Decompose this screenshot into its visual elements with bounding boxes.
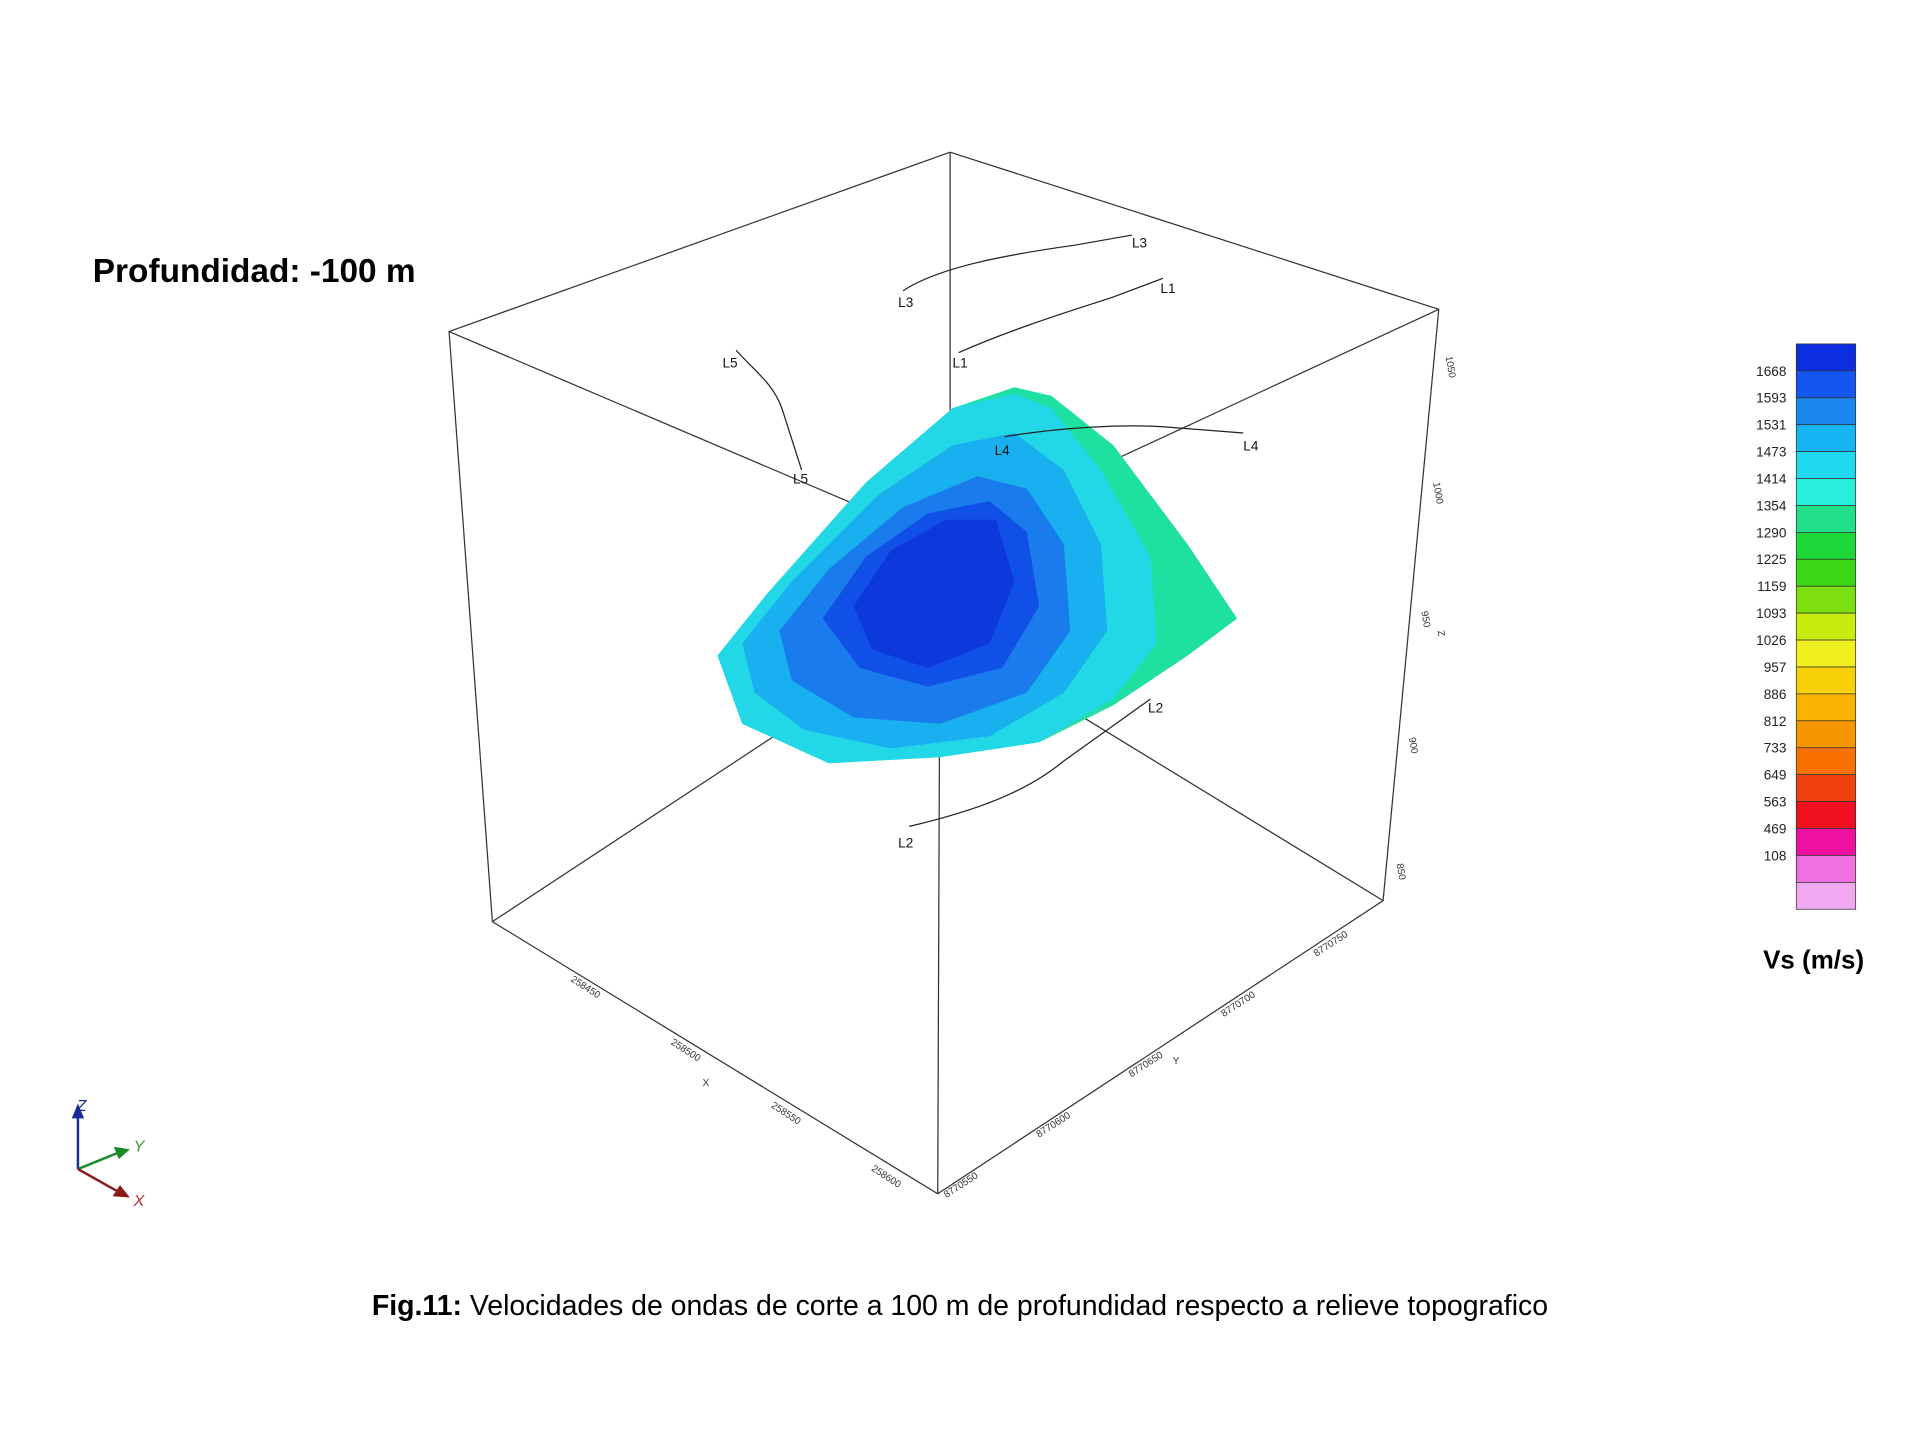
z-tick-label: 1000 bbox=[1430, 481, 1445, 505]
colorbar-swatch bbox=[1795, 881, 1857, 910]
colorbar-swatch bbox=[1795, 828, 1857, 856]
y-tick-label: 8770550 bbox=[942, 1170, 981, 1200]
line-label: L5 bbox=[793, 472, 808, 487]
triad-label: Y bbox=[134, 1138, 146, 1156]
colorbar-label: 108 bbox=[1764, 848, 1787, 863]
colorbar-swatch bbox=[1795, 612, 1857, 641]
z-tick-label: 950 bbox=[1418, 610, 1432, 629]
caption: Fig.11: Velocidades de ondas de corte a … bbox=[372, 1290, 1548, 1322]
colorbar-swatch bbox=[1795, 774, 1857, 802]
colorbar-swatch bbox=[1795, 478, 1857, 506]
colorbar-swatch bbox=[1795, 639, 1857, 668]
colorbar-label: 563 bbox=[1764, 795, 1787, 810]
colorbar-label: 957 bbox=[1764, 660, 1787, 675]
velocity-surface bbox=[717, 387, 1238, 764]
colorbar-label: 1668 bbox=[1756, 364, 1786, 379]
survey-lines bbox=[735, 234, 1244, 827]
colorbar-label: 1159 bbox=[1757, 579, 1786, 594]
line-label: L2 bbox=[898, 835, 913, 850]
line-label: L3 bbox=[1132, 235, 1147, 250]
line-label: L5 bbox=[722, 355, 737, 370]
x-tick-label: 258550 bbox=[769, 1100, 803, 1127]
triad-label: Z bbox=[76, 1097, 88, 1115]
z-tick-label: 850 bbox=[1394, 863, 1408, 882]
colorbar-swatch bbox=[1795, 397, 1857, 426]
y-tick-label: 8770600 bbox=[1034, 1110, 1073, 1140]
heading: Profundidad: -100 m bbox=[93, 253, 416, 290]
colorbar-label: 1093 bbox=[1756, 606, 1786, 621]
axis-triad bbox=[71, 1103, 130, 1198]
line-label: L2 bbox=[1148, 701, 1163, 716]
colorbar-title: Vs (m/s) bbox=[1763, 945, 1864, 975]
y-axis-name: Y bbox=[1173, 1056, 1180, 1067]
z-tick-label: 1050 bbox=[1443, 355, 1458, 379]
colorbar-swatch bbox=[1795, 585, 1857, 614]
triad-label: X bbox=[133, 1192, 146, 1210]
z-tick-label: 900 bbox=[1406, 736, 1420, 755]
colorbar-swatch bbox=[1795, 370, 1857, 399]
colorbar-swatch bbox=[1795, 720, 1857, 749]
colorbar-swatch bbox=[1795, 558, 1857, 587]
x-tick-label: 258600 bbox=[869, 1163, 903, 1190]
z-axis-name: Z bbox=[1435, 630, 1447, 638]
colorbar-swatch bbox=[1795, 451, 1857, 479]
colorbar-label: 886 bbox=[1764, 687, 1787, 702]
colorbar-label: 1354 bbox=[1756, 498, 1787, 513]
x-tick-label: 258500 bbox=[669, 1037, 703, 1064]
colorbar: 1668 1593 1531 1473 1414 1354 1290 1225 1159 1093… bbox=[1756, 343, 1857, 910]
caption-label: Fig.11: bbox=[372, 1290, 462, 1322]
colorbar-label: 1026 bbox=[1756, 633, 1786, 648]
colorbar-label: 733 bbox=[1764, 741, 1787, 756]
colorbar-label: 1593 bbox=[1756, 391, 1786, 406]
x-axis-name: X bbox=[703, 1078, 710, 1089]
colorbar-swatch bbox=[1795, 424, 1857, 452]
colorbar-label: 1531 bbox=[1756, 418, 1786, 433]
line-label: L4 bbox=[1243, 438, 1259, 453]
colorbar-swatch bbox=[1795, 747, 1857, 776]
line-label: L4 bbox=[995, 443, 1011, 458]
colorbar-swatch bbox=[1795, 855, 1857, 883]
caption-text: Velocidades de ondas de corte a 100 m de… bbox=[462, 1290, 1548, 1322]
colorbar-label: 1414 bbox=[1756, 471, 1787, 486]
colorbar-label: 469 bbox=[1764, 821, 1787, 836]
colorbar-label: 649 bbox=[1764, 768, 1787, 783]
line-label: L1 bbox=[1160, 281, 1175, 296]
colorbar-swatch bbox=[1795, 343, 1857, 372]
colorbar-label: 1225 bbox=[1756, 552, 1786, 567]
line-label: L3 bbox=[898, 295, 913, 310]
colorbar-swatch bbox=[1795, 505, 1857, 533]
colorbar-swatch bbox=[1795, 801, 1857, 829]
colorbar-label: 812 bbox=[1764, 714, 1787, 729]
colorbar-label: 1473 bbox=[1756, 445, 1786, 460]
colorbar-swatch bbox=[1795, 532, 1857, 560]
colorbar-label: 1290 bbox=[1756, 525, 1787, 540]
colorbar-swatch bbox=[1795, 693, 1857, 722]
line-label: L1 bbox=[953, 355, 968, 370]
colorbar-swatch bbox=[1795, 666, 1857, 695]
